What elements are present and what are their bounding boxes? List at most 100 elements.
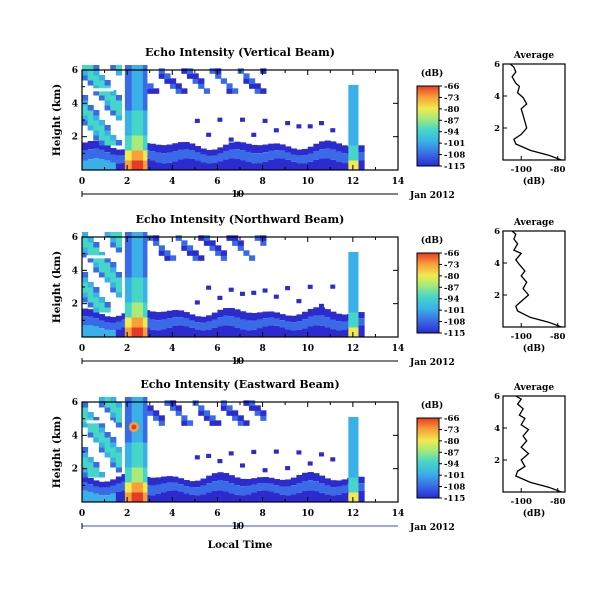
heatmap-cell bbox=[93, 80, 100, 86]
heatmap-cell bbox=[87, 302, 94, 308]
heatmap-cell bbox=[228, 137, 234, 142]
heatmap-cell bbox=[93, 326, 100, 337]
heatmap-cell bbox=[279, 494, 286, 502]
colorbar-tick-label: -73 bbox=[444, 93, 459, 103]
heatmap-cell bbox=[131, 165, 143, 171]
heatmap-cell bbox=[98, 75, 106, 81]
x-tick-label: 6 bbox=[214, 177, 220, 187]
x-tick-label: 0 bbox=[79, 509, 85, 519]
heatmap-cell bbox=[155, 330, 162, 337]
heatmap-cell bbox=[226, 88, 233, 94]
average-line bbox=[509, 63, 562, 161]
heatmap-cell bbox=[192, 400, 199, 406]
heatmap-cell bbox=[153, 240, 160, 246]
heatmap-cell bbox=[82, 150, 89, 161]
heatmap-cell bbox=[115, 315, 122, 322]
heatmap-cell bbox=[158, 68, 165, 74]
heatmap-cells bbox=[82, 65, 365, 171]
date-axis-day: 10 bbox=[231, 357, 244, 367]
heatmap-cell bbox=[302, 163, 309, 170]
heatmap-cell bbox=[121, 474, 128, 482]
heatmap-cell bbox=[268, 311, 275, 318]
heatmap-cell bbox=[98, 320, 106, 329]
heatmap-cell bbox=[228, 493, 235, 502]
heatmap-cell bbox=[296, 124, 302, 129]
heatmap-cell bbox=[245, 320, 252, 331]
heatmap-cell bbox=[172, 317, 179, 326]
colorbar bbox=[416, 85, 440, 167]
heatmap-cell bbox=[217, 147, 224, 154]
heatmap-cell bbox=[302, 155, 309, 164]
heatmap-cell bbox=[245, 143, 252, 152]
heatmap-cell bbox=[87, 297, 94, 303]
heatmap-cell bbox=[285, 159, 292, 170]
panel-2: Echo Intensity (Northward Beam) 0 2 4 6 8 10 12… bbox=[51, 213, 566, 368]
heatmap-cell bbox=[206, 163, 213, 170]
heatmap-cell bbox=[87, 65, 94, 71]
heatmap-cell bbox=[209, 415, 216, 421]
colorbar bbox=[416, 252, 440, 334]
heatmap-cell bbox=[194, 329, 201, 337]
y-tick-label: 4 bbox=[72, 99, 78, 109]
heatmap-cell bbox=[161, 329, 168, 337]
heatmap-cell bbox=[131, 125, 143, 131]
heatmap-cell bbox=[110, 140, 117, 146]
heatmap-cell bbox=[170, 400, 177, 406]
heatmap-cell bbox=[200, 322, 207, 331]
heatmap-cell bbox=[217, 490, 224, 502]
heatmap-cell bbox=[104, 302, 111, 308]
heatmap-cell bbox=[330, 311, 337, 320]
heatmap-cell bbox=[279, 314, 286, 321]
heatmap-cell bbox=[194, 300, 200, 305]
heatmap-cell bbox=[234, 149, 241, 159]
heatmap-cell bbox=[254, 235, 261, 241]
heatmap-cell bbox=[249, 83, 256, 89]
heatmap-cell bbox=[348, 437, 359, 443]
heatmap-cell bbox=[348, 487, 359, 493]
heatmap-cell bbox=[302, 328, 309, 337]
heatmap-cell bbox=[302, 148, 309, 156]
heatmap-cell bbox=[158, 415, 165, 421]
heatmap-cell bbox=[223, 151, 230, 160]
heatmap-cell bbox=[234, 141, 241, 150]
heatmap-cell bbox=[177, 149, 185, 160]
heatmap-cell bbox=[192, 255, 199, 261]
heatmap-cell bbox=[243, 73, 250, 79]
heatmap-cell bbox=[200, 494, 207, 502]
average-title: Average bbox=[513, 218, 554, 228]
heatmap-cell bbox=[335, 486, 343, 495]
heatmap-cell bbox=[131, 272, 143, 278]
heatmap-cell bbox=[330, 329, 337, 337]
heatmap-cell bbox=[131, 135, 143, 141]
heatmap-cell bbox=[181, 68, 188, 74]
heatmap-cell bbox=[217, 309, 224, 318]
heatmap-cell bbox=[131, 317, 143, 323]
heatmap-cell bbox=[348, 160, 359, 166]
colorbar-tick-label: -115 bbox=[444, 162, 465, 172]
heatmap-cell bbox=[115, 417, 122, 423]
heatmap-cell bbox=[110, 407, 117, 413]
heatmap-cell bbox=[256, 483, 264, 491]
heatmap-cell bbox=[296, 163, 303, 170]
colorbar-tick-label: -87 bbox=[444, 448, 459, 458]
heatmap-cell bbox=[348, 492, 359, 498]
heatmap-cell bbox=[348, 472, 359, 478]
heatmap-cell bbox=[98, 159, 106, 170]
x-tick-label: 12 bbox=[347, 509, 360, 519]
heatmap-cell bbox=[87, 105, 94, 111]
heatmap-cell bbox=[158, 245, 165, 251]
heatmap-cell bbox=[110, 485, 117, 494]
heatmap-cell bbox=[260, 235, 267, 241]
heatmap-cell bbox=[186, 250, 194, 256]
heatmap-cell bbox=[172, 325, 179, 337]
x-tick-label: 6 bbox=[214, 344, 220, 354]
x-tick-label: 14 bbox=[392, 177, 405, 187]
heatmap-cell bbox=[237, 68, 244, 74]
heatmap-cell bbox=[200, 162, 207, 170]
heatmap-cell bbox=[82, 467, 89, 473]
heatmap-cell bbox=[153, 415, 160, 421]
colorbar-tick-label: -101 bbox=[444, 471, 465, 481]
heatmap-cell bbox=[115, 232, 122, 238]
heatmap-cell bbox=[110, 95, 117, 101]
heatmap-cell bbox=[279, 158, 286, 170]
